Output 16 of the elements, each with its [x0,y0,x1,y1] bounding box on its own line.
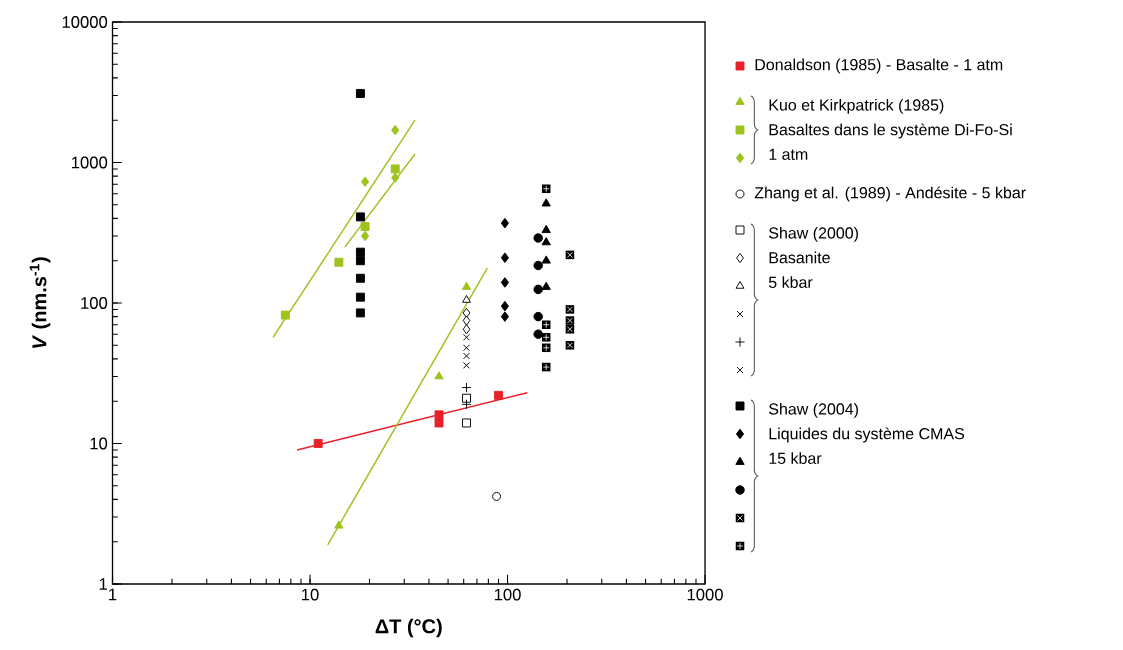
x-tick-label: 1 [109,588,117,601]
legend-label: Zhang et al. (1989) - Andésite - 5 kbar [754,186,1026,202]
y-axis-title: V (nm.s$^{-1}$) [29,257,51,349]
legend-label: Shaw (2000) Basanite 5 kbar [768,226,858,289]
x-axis-title: ΔT (°C) [375,618,442,638]
y-tick-label: 1 [99,578,107,590]
legend-label: Shaw (2004) Liquides du système CMAS 15 kbar [769,402,965,465]
y-tick-label: 1000 [72,156,108,169]
x-tick-label: 1000 [687,588,723,601]
y-tick-label: 100 [81,297,108,309]
x-tick-label: 100 [494,588,521,601]
y-tick-label: 10000 [62,16,108,28]
legend-label: Donaldson (1985) - Basalte - 1 atm [755,58,1003,74]
legend-label: Kuo et Kirkpatrick (1985) Basaltes dans le système Di-Fo-Si 1 atm [769,98,1012,161]
y-tick-label: 10 [90,437,108,450]
x-tick-label: 10 [302,588,319,601]
